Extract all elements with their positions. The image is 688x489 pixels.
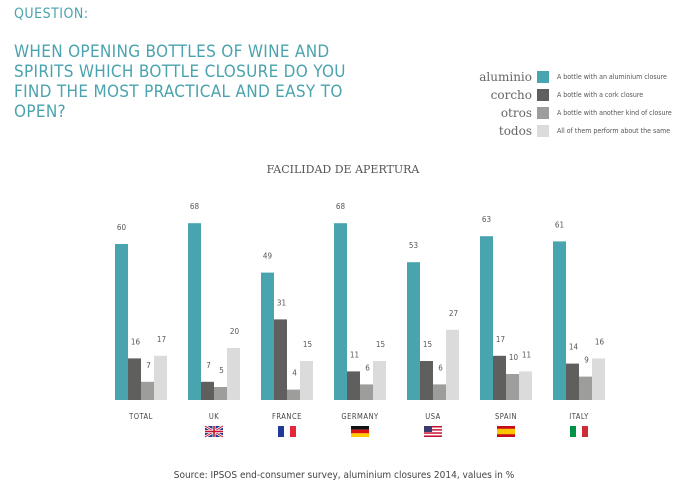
- bar-corcho-italy: [566, 363, 579, 400]
- legend-swatch: [537, 107, 549, 119]
- category-label: SPAIN: [495, 412, 517, 421]
- data-label: 31: [277, 298, 286, 307]
- legend-swatch: [537, 125, 549, 137]
- bar-todos-usa: [446, 329, 459, 400]
- data-label: 61: [555, 220, 564, 229]
- data-label: 7: [206, 361, 211, 370]
- bar-otros-france: [287, 389, 300, 400]
- bar-otros-uk: [214, 387, 227, 400]
- bar-corcho-france: [274, 319, 287, 400]
- data-label: 11: [350, 350, 359, 359]
- data-label: 15: [376, 340, 385, 349]
- bar-todos-spain: [519, 371, 532, 400]
- data-label: 17: [496, 335, 505, 344]
- legend-name: todos: [498, 124, 532, 138]
- bar-otros-total: [141, 381, 154, 400]
- legend-item-corcho: corcho A bottle with a cork closure: [470, 86, 672, 104]
- data-label: 4: [292, 369, 297, 378]
- bar-aluminio-france: [261, 272, 274, 400]
- data-label: 49: [263, 252, 273, 261]
- italy-flag-icon: [570, 426, 588, 437]
- bar-aluminio-uk: [188, 223, 201, 400]
- chart-title: FACILIDAD DE APERTURA: [267, 163, 421, 176]
- bar-aluminio-total: [115, 244, 128, 400]
- data-label: 27: [449, 309, 458, 318]
- data-label: 68: [336, 202, 346, 211]
- bar-corcho-germany: [347, 371, 360, 400]
- legend-name: aluminio: [479, 70, 532, 84]
- source-note: Source: IPSOS end-consumer survey, alumi…: [173, 470, 515, 481]
- legend-item-todos: todos All of them perform about the same: [470, 122, 672, 140]
- legend-item-otros: otros A bottle with another kind of closu…: [470, 104, 672, 122]
- bar-aluminio-italy: [553, 241, 566, 400]
- legend: aluminio A bottle with an aluminium closu…: [470, 68, 672, 140]
- data-label: 15: [423, 340, 432, 349]
- category-label: ITALY: [569, 412, 589, 421]
- data-label: 16: [131, 337, 141, 346]
- legend-swatch: [537, 71, 549, 83]
- bar-todos-italy: [592, 358, 605, 400]
- france-flag-icon: [278, 426, 296, 437]
- legend-description: All of them perform about the same: [557, 127, 671, 135]
- category-label: FRANCE: [272, 412, 302, 421]
- category-label: TOTAL: [128, 412, 153, 421]
- category-label: UK: [209, 412, 219, 421]
- bar-todos-germany: [373, 361, 386, 400]
- bar-todos-total: [154, 355, 167, 400]
- bar-otros-italy: [579, 376, 592, 400]
- bar-corcho-usa: [420, 361, 433, 400]
- bar-otros-spain: [506, 374, 519, 400]
- legend-description: A bottle with a cork closure: [557, 91, 644, 99]
- data-label: 60: [117, 223, 127, 232]
- bar-todos-uk: [227, 348, 240, 400]
- spain-flag-icon: [497, 426, 515, 437]
- data-label: 5: [219, 366, 224, 375]
- legend-description: A bottle with another kind of closure: [557, 109, 672, 117]
- data-label: 63: [482, 215, 491, 224]
- germany-flag-icon: [351, 426, 369, 437]
- bar-aluminio-usa: [407, 262, 420, 400]
- data-label: 14: [569, 343, 579, 352]
- data-label: 53: [409, 241, 418, 250]
- data-label: 9: [584, 356, 589, 365]
- legend-name: otros: [500, 106, 532, 120]
- legend-item-aluminio: aluminio A bottle with an aluminium closu…: [470, 68, 672, 86]
- legend-swatch: [537, 89, 549, 101]
- data-label: 10: [509, 353, 519, 362]
- legend-name: corcho: [490, 88, 532, 102]
- bar-corcho-uk: [201, 381, 214, 400]
- question-title: WHEN OPENING BOTTLES OF WINE AND SPIRITS…: [14, 42, 346, 122]
- uk-flag-icon: [204, 424, 224, 439]
- bar-corcho-total: [128, 358, 141, 400]
- category-label: GERMANY: [341, 412, 379, 421]
- legend-description: A bottle with an aluminium closure: [557, 73, 667, 81]
- data-label: 7: [146, 361, 151, 370]
- category-label: USA: [425, 412, 440, 421]
- bar-todos-france: [300, 361, 313, 400]
- bar-aluminio-spain: [480, 236, 493, 400]
- data-label: 11: [522, 350, 531, 359]
- data-label: 68: [190, 202, 200, 211]
- usa-flag-icon: [424, 426, 442, 437]
- bar-aluminio-germany: [334, 223, 347, 400]
- data-label: 17: [157, 335, 166, 344]
- data-label: 6: [365, 363, 370, 372]
- data-label: 20: [230, 327, 240, 336]
- bar-otros-germany: [360, 384, 373, 400]
- data-label: 16: [595, 337, 605, 346]
- data-label: 15: [303, 340, 312, 349]
- data-label: 6: [438, 363, 443, 372]
- bar-corcho-spain: [493, 355, 506, 400]
- question-label: QUESTION:: [14, 6, 89, 22]
- bar-otros-usa: [433, 384, 446, 400]
